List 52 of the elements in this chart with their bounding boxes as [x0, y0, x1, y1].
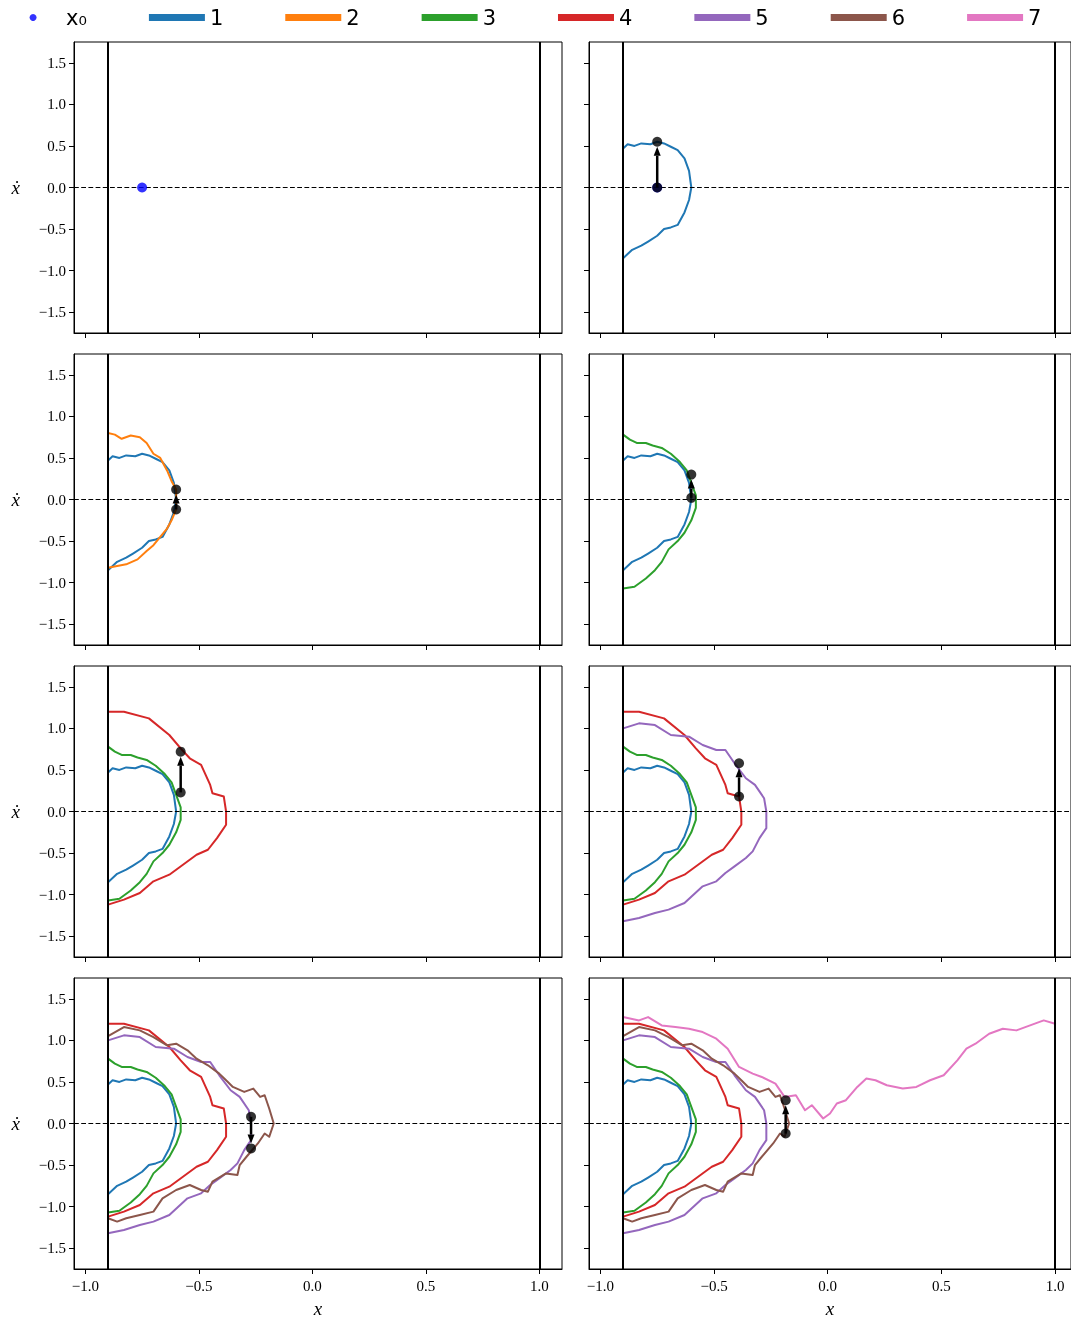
y-axis-title: ẋ: [10, 489, 21, 510]
y-tick-label: −1.5: [38, 1240, 66, 1257]
y-tick-label: 0.0: [47, 1115, 66, 1132]
y-tick-label: −1.5: [38, 616, 66, 633]
x-tick-label: −1.0: [71, 1277, 99, 1294]
legend-label: 2: [346, 5, 360, 30]
y-tick-label: 1.5: [47, 366, 66, 383]
x-axis-title: x: [312, 1298, 323, 1319]
y-tick-label: 1.0: [47, 408, 66, 425]
x-tick-label: −0.5: [185, 1277, 213, 1294]
x-tick-label: 0.0: [818, 1277, 838, 1294]
y-tick-label: 0.0: [47, 803, 66, 820]
y-tick-label: 0.0: [47, 491, 66, 508]
y-tick-label: 0.0: [47, 179, 66, 196]
legend-label: 5: [755, 5, 769, 30]
y-tick-label: −0.5: [38, 533, 66, 550]
y-tick-label: −1.0: [38, 886, 66, 903]
y-tick-label: 0.5: [47, 1073, 66, 1090]
y-tick-label: 1.0: [47, 720, 66, 737]
y-tick-label: 0.5: [47, 449, 66, 466]
y-tick-label: 1.0: [47, 1032, 66, 1049]
y-tick-label: 1.5: [47, 678, 66, 695]
legend-label: x₀: [66, 5, 87, 30]
y-tick-label: −1.5: [38, 928, 66, 945]
x-tick-label: 1.0: [1045, 1277, 1065, 1294]
y-tick-label: 1.5: [47, 990, 66, 1007]
y-tick-label: −1.5: [38, 304, 66, 321]
legend-label: 7: [1028, 5, 1042, 30]
y-tick-label: 1.5: [47, 54, 66, 71]
x-tick-label: 0.0: [302, 1277, 322, 1294]
y-tick-label: 1.0: [47, 96, 66, 113]
y-tick-label: 0.5: [47, 761, 66, 778]
x-tick-label: 1.0: [529, 1277, 549, 1294]
y-axis-title: ẋ: [10, 177, 21, 198]
legend-label: 1: [209, 5, 224, 30]
x-tick-label: 0.5: [932, 1277, 951, 1294]
legend-label: 6: [891, 5, 906, 30]
legend-label: 3: [482, 5, 497, 30]
x-axis-title: x: [824, 1298, 835, 1319]
y-axis-title: ẋ: [10, 801, 21, 822]
y-axis-title: ẋ: [10, 1113, 21, 1134]
x-tick-label: 0.5: [416, 1277, 436, 1294]
y-tick-label: 0.5: [47, 137, 66, 154]
y-tick-label: −0.5: [38, 1157, 66, 1174]
x-tick-label: −0.5: [700, 1277, 728, 1294]
y-tick-label: −1.0: [38, 574, 66, 591]
x-tick-label: −1.0: [586, 1277, 614, 1294]
y-tick-label: −1.0: [38, 1198, 66, 1215]
y-tick-label: −0.5: [38, 221, 66, 238]
y-tick-label: −0.5: [38, 845, 66, 862]
legend-label: 4: [618, 5, 633, 30]
y-tick-label: −1.0: [38, 262, 66, 279]
